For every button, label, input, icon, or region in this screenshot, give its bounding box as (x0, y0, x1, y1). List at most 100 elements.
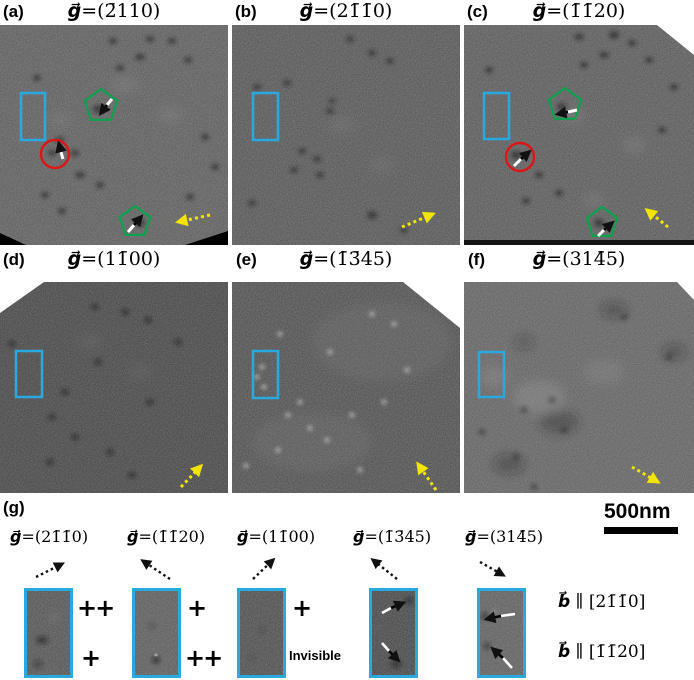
beam-direction-arrow (416, 461, 438, 491)
pentagon-marker-bottom (118, 204, 152, 236)
micrograph-panel-f (464, 282, 694, 493)
micrograph-panel-e (232, 282, 460, 493)
g-vector-label-e: g⃗=(1̄3̄45) (232, 248, 460, 270)
g-vector-label-b: g⃗=(21̄1̄0) (232, 0, 460, 22)
dislocation-spots (248, 36, 408, 233)
panel-letter-f: (f) (468, 250, 485, 269)
roi-rectangle (251, 91, 280, 142)
g-vector-value: =(1̄3̄45) (313, 248, 393, 270)
g-vector-label-a: g⃗=(2̄110) (0, 0, 228, 22)
scale-bar (604, 527, 678, 534)
g-vector-value: =(11̄00) (81, 248, 161, 270)
g-vector-label-g5: g⃗=(314̄5) (465, 527, 543, 546)
burgers-vector-label-1: b⃗ ∥ [21̄1̄0] (558, 592, 645, 612)
b-vector-value: ∥ [1̄1̄20] (570, 642, 646, 662)
g-vector-value: =(314̄5) (546, 248, 626, 270)
micrograph-panel-c (464, 25, 694, 245)
g-vector-symbol: g⃗ (299, 0, 314, 22)
micrograph-panel-b (232, 25, 460, 245)
g-vector-label-c: g⃗=(1̄1̄20) (464, 0, 694, 22)
invisible-label: Invisible (289, 648, 342, 663)
g-direction-arrow-2 (140, 559, 171, 580)
beam-direction-arrow (644, 208, 669, 229)
g-vector-symbol: g⃗ (67, 248, 82, 270)
dislocation-arrow (381, 642, 401, 663)
dislocation-arrow (98, 98, 114, 116)
g-vector-label-g3: g⃗=(11̄00) (237, 527, 315, 546)
pentagon-marker-top (547, 86, 583, 120)
micrograph-panel-d (0, 282, 228, 493)
crop-image-g3 (237, 588, 286, 678)
crop-image-g1 (24, 588, 73, 678)
dislocation-arrow (596, 220, 615, 238)
panel-letter-b: (b) (235, 2, 257, 21)
g-vector-value: =(21̄1̄0) (21, 527, 89, 546)
red-circle-marker (504, 141, 536, 173)
beam-direction-arrow (179, 463, 204, 489)
burgers-vector-label-2: b⃗ ∥ [1̄1̄20] (558, 642, 645, 662)
g-vector-symbol: g⃗ (353, 527, 365, 546)
panel-letter-a: (a) (3, 2, 24, 21)
scale-bar-label: 500nm (604, 500, 671, 523)
roi-rectangle (477, 350, 506, 399)
dislocation-arrow (554, 106, 578, 119)
g-vector-symbol: g⃗ (237, 527, 249, 546)
g-vector-symbol: g⃗ (67, 0, 82, 22)
visibility-mark-g3-top: + (292, 594, 312, 622)
g-vector-value: =(1̄1̄20) (546, 0, 626, 22)
crop-image-g5 (477, 588, 526, 678)
dislocation-arrow (490, 646, 513, 669)
g-vector-symbol: g⃗ (299, 248, 314, 270)
red-circle-marker (39, 138, 71, 170)
pentagon-marker-bottom (585, 205, 619, 237)
roi-crop-border (237, 588, 286, 678)
panel-letter-g: (g) (3, 498, 25, 517)
dislocation-spots (8, 304, 182, 478)
g-vector-value: =(21̄1̄0) (313, 0, 393, 22)
pentagon-marker-top (83, 87, 119, 121)
g-vector-symbol: g⃗ (465, 527, 477, 546)
visibility-mark-g1-top: ++ (77, 594, 115, 622)
panel-letter-e: (e) (236, 250, 257, 269)
g-vector-label-g4: g⃗=(1̄3̄45) (353, 527, 431, 546)
g-vector-symbol: g⃗ (127, 527, 139, 546)
g-vector-label-f: g⃗=(314̄5) (464, 248, 694, 270)
g-vector-value: =(2̄110) (81, 0, 161, 22)
g-direction-arrow-3 (252, 557, 276, 580)
visibility-mark-g2-top: + (187, 594, 207, 622)
roi-crop-border (132, 588, 181, 678)
dislocation-spots (243, 312, 410, 472)
g-vector-value: =(11̄00) (248, 527, 316, 546)
visibility-mark-g1-bottom: + (81, 644, 101, 672)
g-vector-symbol: g⃗ (10, 527, 22, 546)
panel-letter-d: (d) (3, 250, 25, 269)
micrograph-panel-a (0, 25, 228, 245)
dislocation-arrow (512, 149, 532, 168)
contrast-patches (480, 302, 686, 474)
g-vector-symbol: g⃗ (532, 248, 547, 270)
roi-rectangle (482, 91, 511, 141)
roi-crop-border (24, 588, 73, 678)
beam-direction-arrow (174, 213, 211, 227)
roi-rectangle (251, 349, 280, 400)
crop-image-g2 (132, 588, 181, 678)
beam-direction-arrow (631, 465, 661, 484)
roi-rectangle (14, 349, 44, 399)
panel-letter-c: (c) (467, 2, 488, 21)
g-vector-label-g1: g⃗=(21̄1̄0) (10, 527, 88, 546)
g-vector-value: =(1̄1̄20) (138, 527, 206, 546)
crop-image-g4 (369, 588, 418, 678)
b-vector-symbol: b⃗ (558, 642, 571, 662)
visibility-mark-g2-bottom: ++ (185, 644, 223, 672)
g-direction-arrow-4 (370, 557, 398, 580)
g-vector-label-d: g⃗=(11̄00) (0, 248, 228, 270)
g-vector-value: =(1̄3̄45) (364, 527, 432, 546)
roi-crop-border (369, 588, 418, 678)
g-direction-arrows (0, 553, 694, 587)
dislocation-arrow (381, 600, 407, 615)
b-vector-symbol: b⃗ (558, 592, 571, 612)
g-direction-arrow-1 (35, 562, 65, 579)
roi-crop-border (477, 588, 526, 678)
roi-rectangle (19, 91, 47, 142)
dislocation-arrow (55, 140, 67, 160)
